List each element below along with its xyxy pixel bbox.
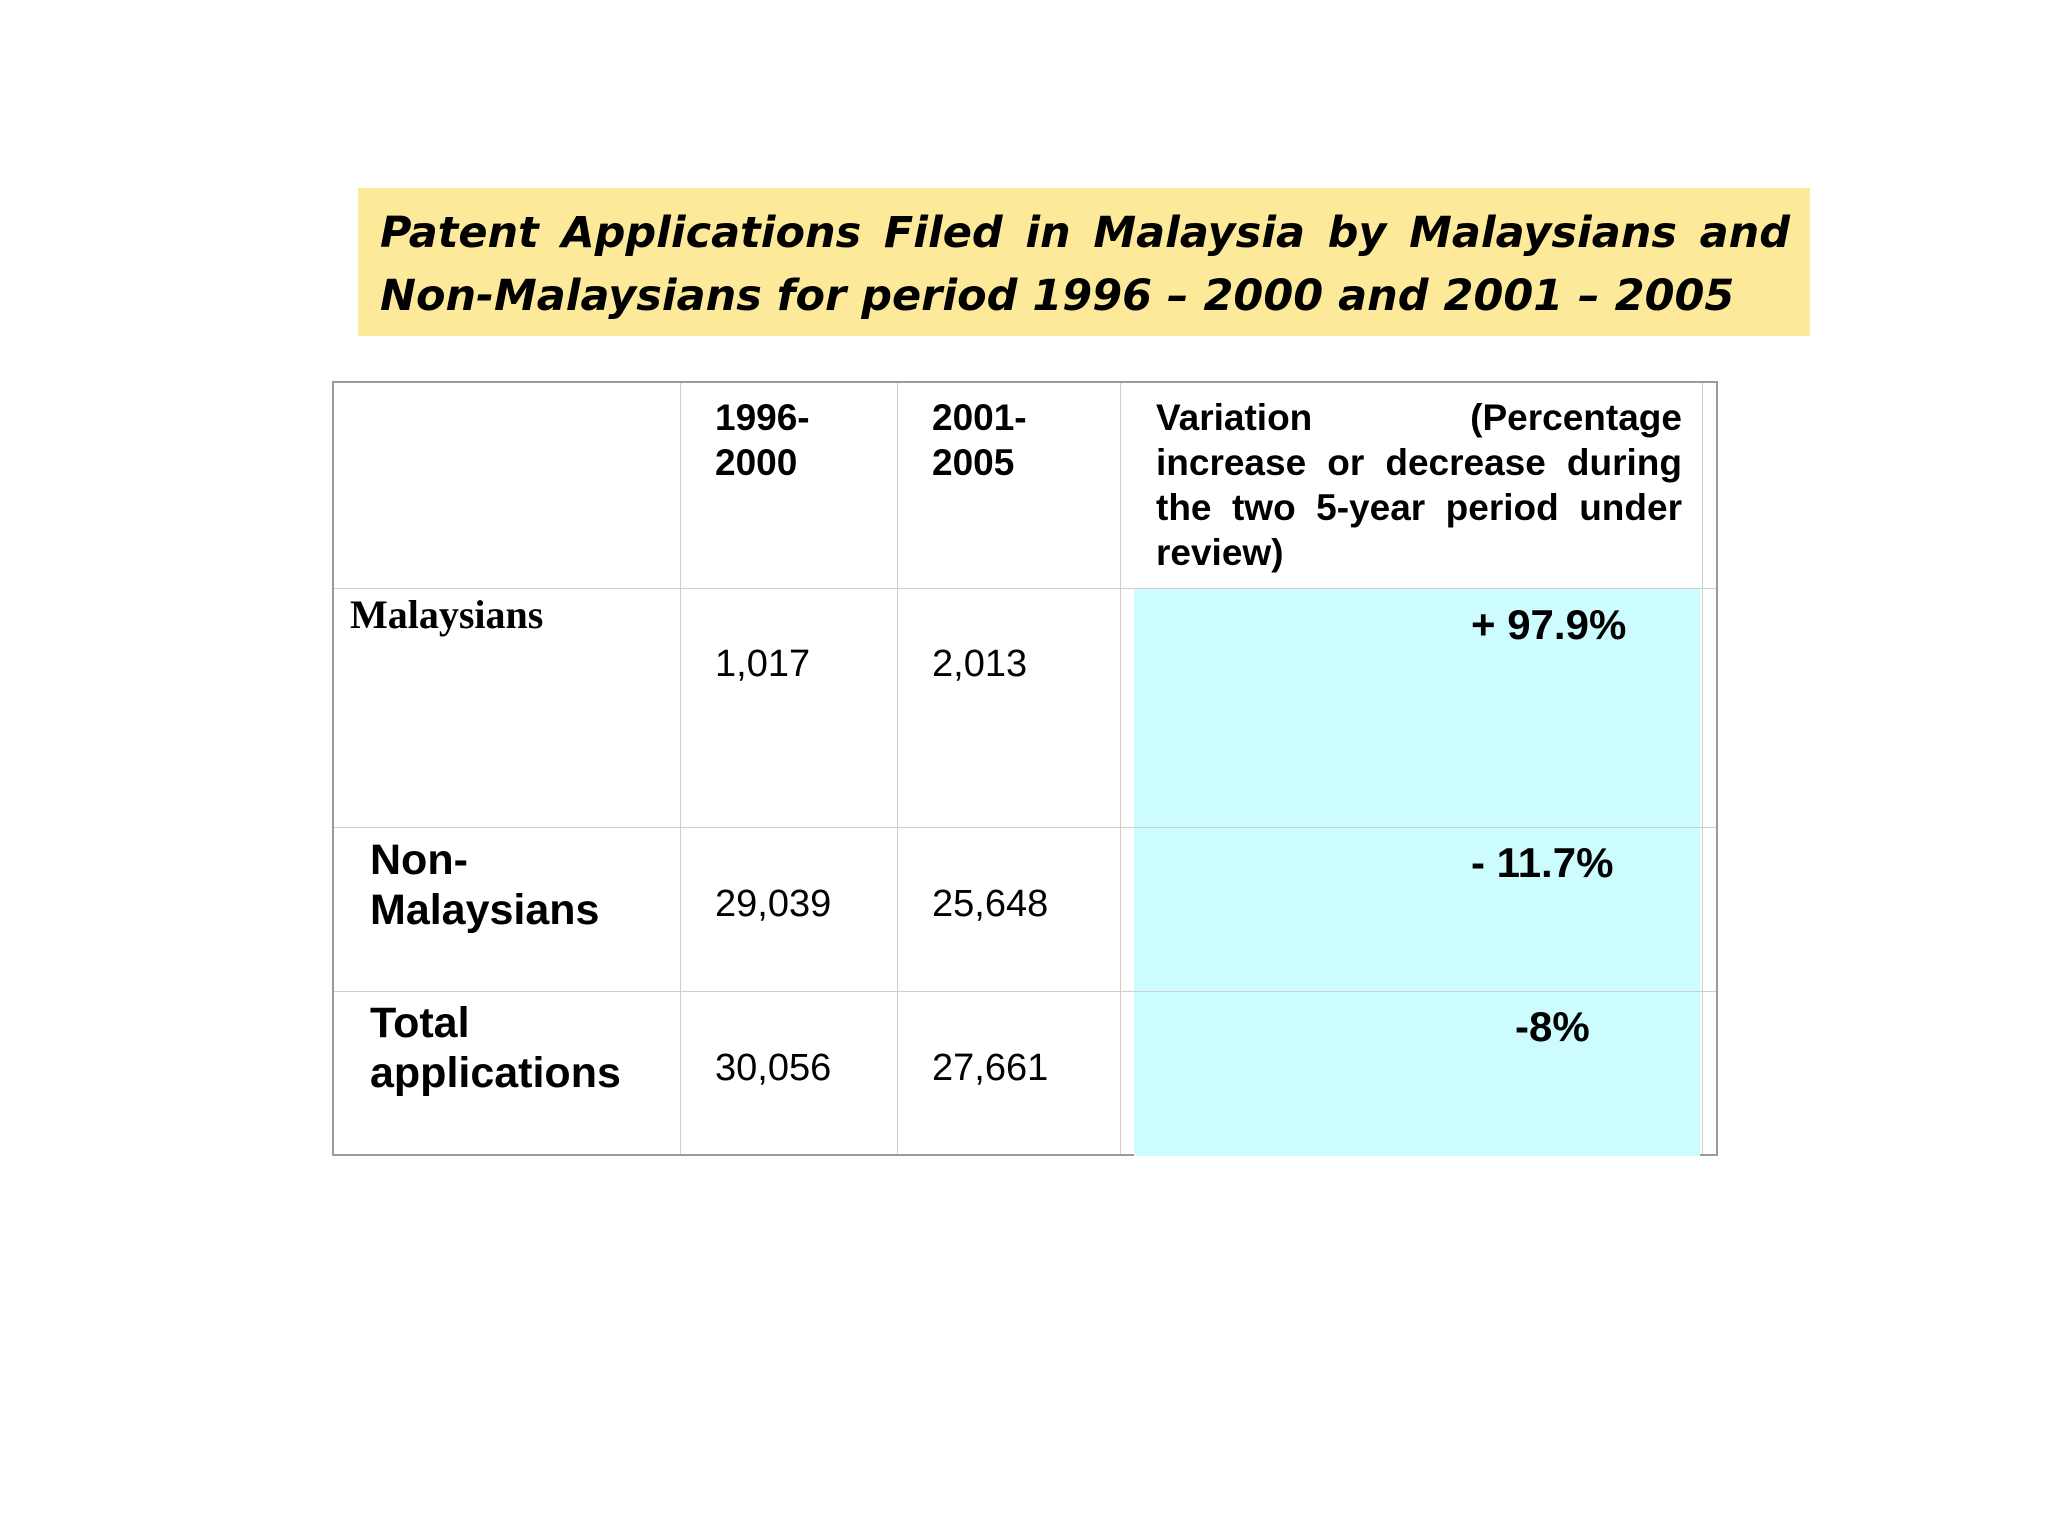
title-line-2: Non-Malaysians for period 1996 – 2000 an… xyxy=(380,271,1735,321)
variation-total: -8% xyxy=(1515,1003,1590,1050)
value-total-2001-2005: 27,661 xyxy=(932,1047,1049,1089)
title-line-1: Patent Applications Filed in Malaysia by… xyxy=(380,208,1790,258)
header-period-1996-2000: 1996- 2000 xyxy=(715,395,810,485)
header-variation: Variation (Percentage increase or decrea… xyxy=(1156,397,1682,573)
patent-table: 1996- 2000 2001- 2005 Variation (Percent… xyxy=(332,381,1718,1156)
header-period-2001-2005: 2001- 2005 xyxy=(932,395,1027,485)
header-period-2001-2005-line1: 2001- xyxy=(932,397,1027,438)
row-label-total-applications: Total applications xyxy=(370,998,621,1098)
value-malaysians-2001-2005: 2,013 xyxy=(932,643,1028,685)
header-period-2001-2005-line2: 2005 xyxy=(932,442,1015,483)
row-label-total-applications-line2: applications xyxy=(370,1049,621,1097)
column-divider xyxy=(680,383,681,1154)
value-non-malaysians-2001-2005: 25,648 xyxy=(932,883,1049,925)
row-divider xyxy=(334,827,1716,828)
variation-non-malaysians: - 11.7% xyxy=(1471,839,1614,886)
header-period-1996-2000-line1: 1996- xyxy=(715,397,810,438)
row-divider xyxy=(334,991,1716,992)
variation-shade xyxy=(1134,589,1700,1156)
value-total-1996-2000: 30,056 xyxy=(715,1047,832,1089)
column-divider xyxy=(1702,383,1703,1154)
header-period-1996-2000-line2: 2000 xyxy=(715,442,798,483)
row-label-malaysians: Malaysians xyxy=(350,592,544,637)
row-label-non-malaysians-line2: Malaysians xyxy=(370,886,600,934)
variation-malaysians: + 97.9% xyxy=(1471,601,1627,648)
value-non-malaysians-1996-2000: 29,039 xyxy=(715,883,832,925)
column-divider xyxy=(1120,383,1121,1154)
title-banner: Patent Applications Filed in Malaysia by… xyxy=(358,188,1810,336)
row-divider xyxy=(334,588,1716,589)
value-malaysians-1996-2000: 1,017 xyxy=(715,643,811,685)
row-label-non-malaysians-line1: Non- xyxy=(370,836,468,884)
row-label-non-malaysians: Non- Malaysians xyxy=(370,835,599,935)
row-label-total-applications-line1: Total xyxy=(370,999,470,1047)
column-divider xyxy=(897,383,898,1154)
